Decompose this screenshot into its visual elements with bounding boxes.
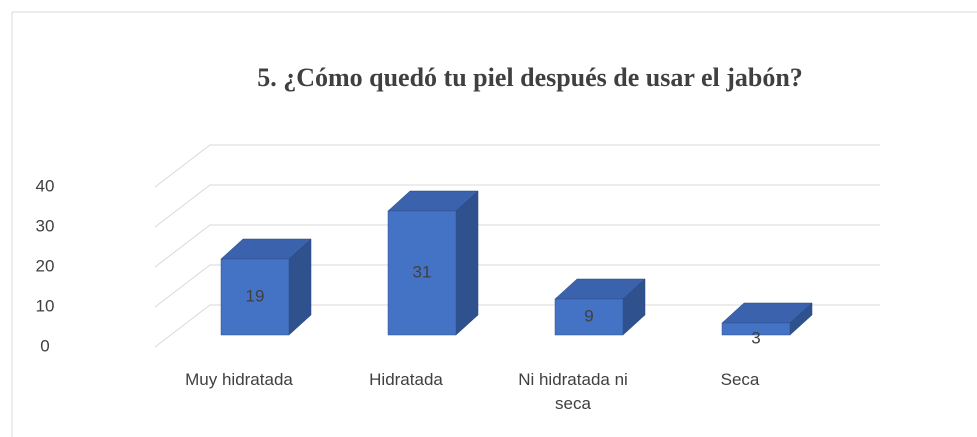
grid-line xyxy=(154,144,880,188)
x-tick-label: Seca xyxy=(720,370,760,389)
grid-line xyxy=(154,264,880,308)
chart-title: 5. ¿Cómo quedó tu piel después de usar e… xyxy=(257,63,803,92)
bar xyxy=(220,258,290,336)
data-label: 19 xyxy=(246,286,265,305)
data-label: 3 xyxy=(751,328,760,347)
data-label: 9 xyxy=(584,306,593,325)
x-tick-label: Ni hidratada ni seca xyxy=(518,370,628,413)
y-tick-label: 0 xyxy=(40,336,49,355)
grid-line xyxy=(154,224,880,268)
grid-line xyxy=(154,184,880,228)
y-tick-label: 40 xyxy=(36,176,55,195)
x-tick-label: Muy hidratada xyxy=(185,370,293,389)
bar xyxy=(387,210,457,336)
bar xyxy=(721,322,791,336)
y-tick-label: 30 xyxy=(36,216,55,235)
x-tick-label: Hidratada xyxy=(369,370,443,389)
data-label: 31 xyxy=(413,262,432,281)
bar-side xyxy=(455,190,479,336)
y-tick-label: 20 xyxy=(36,256,55,275)
grid-line xyxy=(154,304,880,348)
bar xyxy=(554,298,624,336)
y-tick-label: 10 xyxy=(36,296,55,315)
